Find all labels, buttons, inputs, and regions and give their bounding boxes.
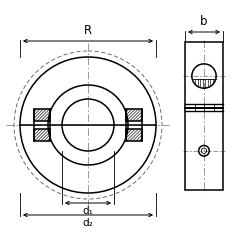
Bar xyxy=(126,109,142,121)
Bar xyxy=(34,129,50,141)
Text: d₂: d₂ xyxy=(82,218,94,228)
Text: d₁: d₁ xyxy=(82,206,94,216)
Bar xyxy=(34,109,50,121)
Text: b: b xyxy=(200,15,208,28)
Text: R: R xyxy=(84,24,92,37)
Bar xyxy=(126,129,142,141)
Bar xyxy=(185,42,223,190)
